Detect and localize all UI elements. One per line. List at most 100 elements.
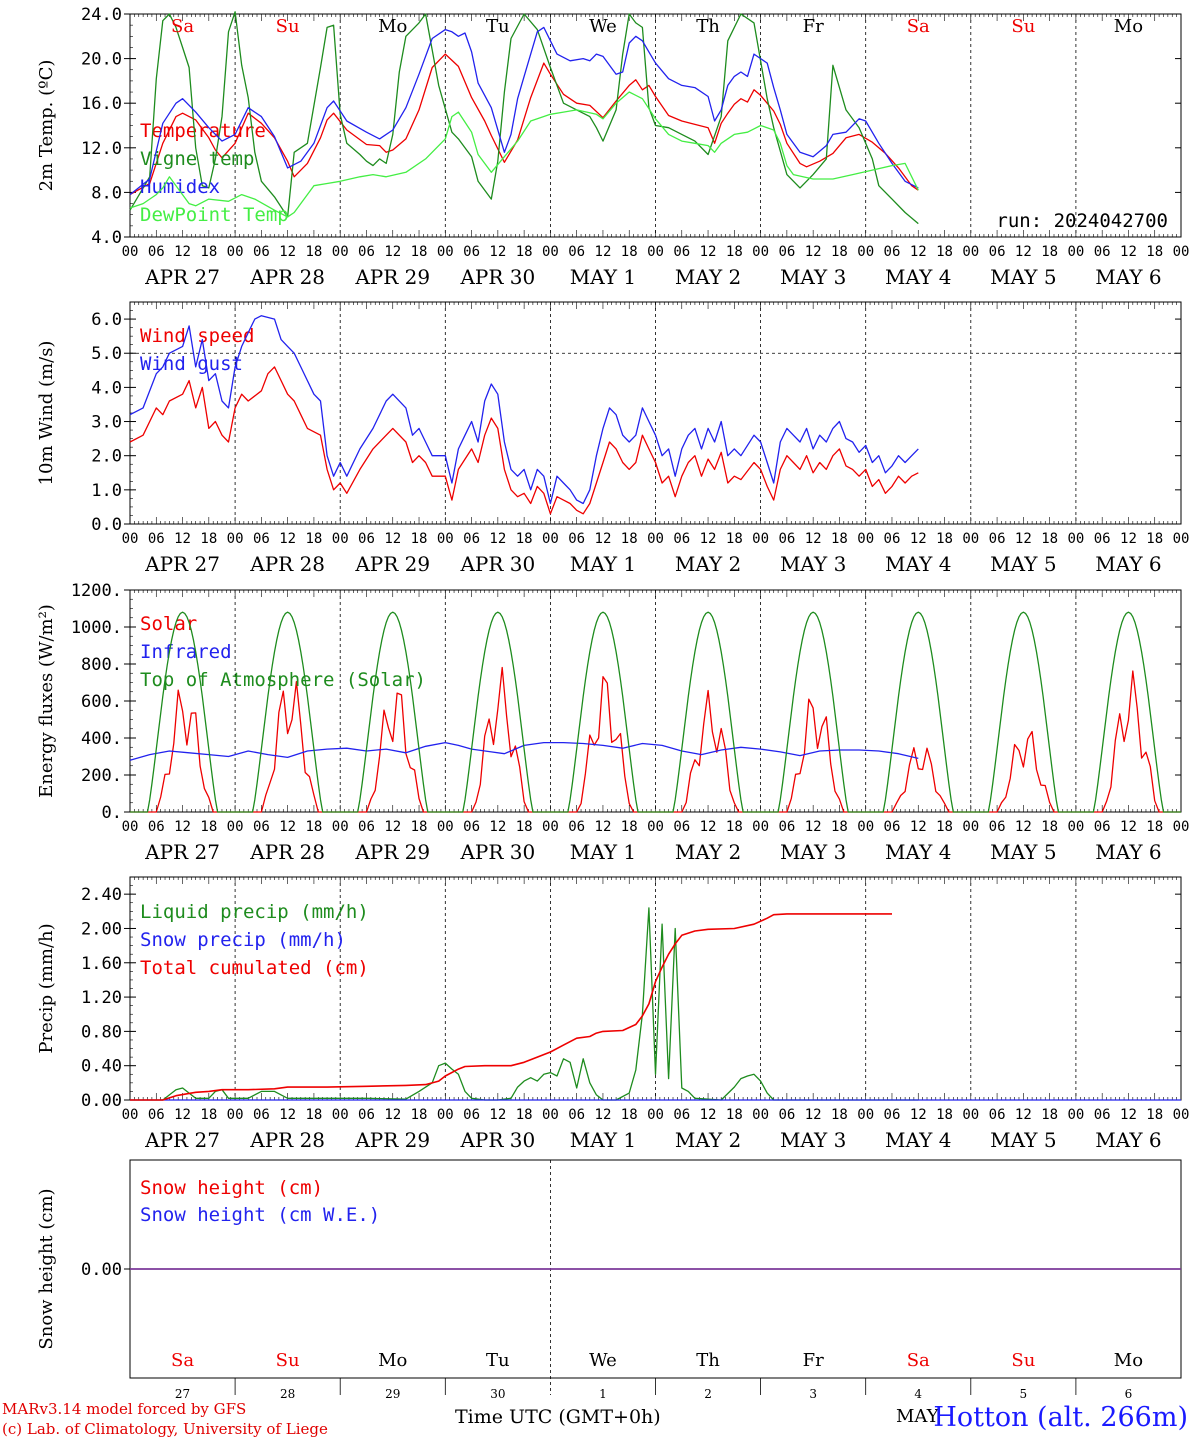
hour-label: 18 <box>200 1107 217 1123</box>
hour-label: 00 <box>752 244 769 260</box>
date-label: APR 29 <box>354 265 430 289</box>
date-label: APR 30 <box>459 265 535 289</box>
hour-label: 12 <box>279 819 296 835</box>
hour-label: 12 <box>1120 531 1137 547</box>
weekday-label: Th <box>696 16 720 37</box>
hour-label: 00 <box>962 244 979 260</box>
y-tick-label: 16.0 <box>81 94 122 114</box>
panel-3-series-top-of-atmosphere-solar- <box>130 611 1181 813</box>
hour-label: 18 <box>726 531 743 547</box>
hour-label: 18 <box>831 819 848 835</box>
hour-label: 12 <box>384 244 401 260</box>
hour-label: 00 <box>647 244 664 260</box>
hour-label: 18 <box>200 819 217 835</box>
y-tick-label: 2.00 <box>81 919 122 939</box>
date-label: MAY 3 <box>780 840 846 864</box>
y-tick-label: 800. <box>81 655 122 675</box>
hour-label: 00 <box>962 819 979 835</box>
hour-label: 06 <box>148 244 165 260</box>
y-tick-label: 1.60 <box>81 954 122 974</box>
hour-label: 00 <box>332 1107 349 1123</box>
hour-label: 00 <box>542 1107 559 1123</box>
y-tick-label: 0. <box>102 803 122 823</box>
hour-label: 06 <box>673 819 690 835</box>
hour-label: 18 <box>621 531 638 547</box>
hour-label: 18 <box>936 531 953 547</box>
hour-label: 12 <box>1120 244 1137 260</box>
hour-label: 06 <box>989 819 1006 835</box>
hour-label: 18 <box>516 819 533 835</box>
hour-label: 18 <box>1041 819 1058 835</box>
hour-label: 00 <box>122 531 139 547</box>
hour-label: 18 <box>411 1107 428 1123</box>
panel-3-legend-1: Infrared <box>140 641 232 663</box>
hour-label: 06 <box>884 1107 901 1123</box>
station-name: Hotton (alt. 266m) <box>933 1402 1188 1433</box>
hour-label: 06 <box>568 244 585 260</box>
date-label: MAY 1 <box>570 840 636 864</box>
day-number: 1 <box>599 1387 607 1401</box>
weekday-label: Fr <box>803 16 824 37</box>
hour-label: 18 <box>726 1107 743 1123</box>
panel-4-ylabel: Precip (mm/h) <box>36 923 57 1053</box>
hour-label: 00 <box>857 819 874 835</box>
y-tick-label: 20.0 <box>81 50 122 70</box>
y-tick-label: 200. <box>81 766 122 786</box>
y-tick-label: 0.00 <box>81 1260 122 1280</box>
hour-label: 12 <box>279 531 296 547</box>
panel-5-legend-0: Snow height (cm) <box>140 1177 323 1199</box>
hour-label: 12 <box>1015 819 1032 835</box>
hour-label: 00 <box>752 819 769 835</box>
y-tick-label: 4.0 <box>91 378 122 398</box>
date-label: APR 27 <box>144 265 220 289</box>
panel-2-series-wind-speed <box>129 366 919 515</box>
hour-label: 18 <box>1041 244 1058 260</box>
hour-label: 06 <box>1094 1107 1111 1123</box>
hour-label: 18 <box>726 819 743 835</box>
y-tick-label: 8.0 <box>91 183 122 203</box>
hour-label: 06 <box>673 1107 690 1123</box>
hour-label: 00 <box>1067 819 1084 835</box>
panel-3-legend-0: Solar <box>140 613 197 635</box>
weekday-label: Th <box>696 1350 720 1371</box>
hour-label: 18 <box>1146 1107 1163 1123</box>
date-label: MAY 4 <box>885 1128 951 1152</box>
hour-label: 12 <box>805 819 822 835</box>
panel-4-legend-0: Liquid precip (mm/h) <box>140 901 369 923</box>
hour-label: 12 <box>489 1107 506 1123</box>
y-tick-label: 5.0 <box>91 344 122 364</box>
hour-label: 18 <box>621 819 638 835</box>
panel-4-series-total-cumulated-cm- <box>130 913 892 1101</box>
date-label: MAY 1 <box>570 265 636 289</box>
panel-4-legend-1: Snow precip (mm/h) <box>140 929 346 951</box>
hour-label: 00 <box>1067 1107 1084 1123</box>
hour-label: 18 <box>516 1107 533 1123</box>
hour-label: 06 <box>778 244 795 260</box>
hour-label: 00 <box>1173 244 1190 260</box>
credit-line-1: MARv3.14 model forced by GFS <box>2 1400 247 1418</box>
hour-label: 18 <box>936 1107 953 1123</box>
day-number: 27 <box>175 1387 190 1401</box>
y-tick-label: 1000. <box>71 618 122 638</box>
date-label: MAY 5 <box>990 265 1056 289</box>
hour-label: 00 <box>647 819 664 835</box>
hour-label: 18 <box>1041 1107 1058 1123</box>
panel-1-series-humidex <box>129 26 919 196</box>
hour-label: 06 <box>568 819 585 835</box>
weekday-label: Sa <box>171 16 194 37</box>
panel-2-legend-0: Wind speed <box>140 325 254 347</box>
date-label: MAY 1 <box>570 552 636 576</box>
panel-1-legend-0: Temperature <box>140 120 266 142</box>
hour-label: 06 <box>1094 531 1111 547</box>
hour-label: 12 <box>384 1107 401 1123</box>
hour-label: 06 <box>673 531 690 547</box>
y-tick-label: 24.0 <box>81 5 122 25</box>
weekday-label: Mo <box>1114 1350 1143 1371</box>
hour-label: 00 <box>332 819 349 835</box>
hour-label: 18 <box>831 1107 848 1123</box>
panel-2-legend-1: Wind gust <box>140 353 243 375</box>
date-label: MAY 5 <box>990 840 1056 864</box>
hour-label: 00 <box>122 1107 139 1123</box>
date-label: APR 29 <box>354 552 430 576</box>
hour-label: 06 <box>358 819 375 835</box>
